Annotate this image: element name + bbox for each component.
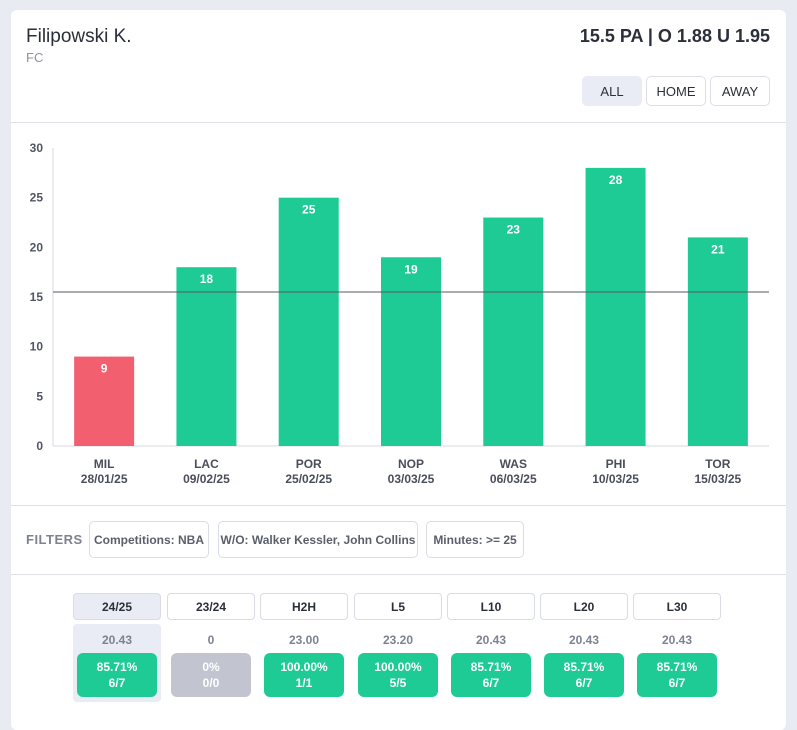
season-avg-l30: 20.43 bbox=[661, 633, 693, 647]
x-tick-date: 03/03/25 bbox=[388, 472, 435, 486]
bar-value-label: 18 bbox=[200, 272, 214, 286]
x-tick-date: 15/03/25 bbox=[694, 472, 741, 486]
venue-away-button[interactable]: AWAY bbox=[710, 76, 770, 106]
venue-all-button[interactable]: ALL bbox=[582, 76, 642, 106]
hitrate-ratio: 6/7 bbox=[668, 676, 686, 690]
bar-value-label: 25 bbox=[302, 203, 316, 217]
filter-chip-competitions[interactable]: Competitions: NBA bbox=[89, 521, 209, 558]
filter-chip-without[interactable]: W/O: Walker Kessler, John Collins bbox=[218, 521, 418, 558]
y-tick-label: 5 bbox=[36, 389, 43, 403]
line-odds: 15.5 PA | O 1.88 U 1.95 bbox=[579, 26, 770, 46]
x-tick-date: 06/03/25 bbox=[490, 472, 537, 486]
hitrate-ratio: 6/7 bbox=[482, 676, 500, 690]
hitrate-pct: 100.00% bbox=[280, 660, 328, 674]
header-divider bbox=[11, 122, 786, 123]
player-position: FC bbox=[26, 50, 44, 65]
x-tick-team: PHI bbox=[606, 457, 626, 471]
bar-value-label: 28 bbox=[609, 173, 623, 187]
x-tick-team: POR bbox=[296, 457, 322, 471]
filter-chip-minutes[interactable]: Minutes: >= 25 bbox=[426, 521, 524, 558]
season-avg-h2h: 23.00 bbox=[288, 633, 320, 647]
player-stats-card: Filipowski K. FC 15.5 PA | O 1.88 U 1.95… bbox=[11, 10, 786, 730]
y-tick-label: 30 bbox=[30, 141, 44, 155]
x-tick-date: 28/01/25 bbox=[81, 472, 128, 486]
bar-value-label: 23 bbox=[507, 223, 521, 237]
x-tick-date: 25/02/25 bbox=[285, 472, 332, 486]
hitrate-pct: 85.71% bbox=[470, 660, 512, 674]
season-hitrate-h2h: 100.00% 1/1 bbox=[264, 653, 344, 697]
season-tab-24-25[interactable]: 24/25 bbox=[73, 593, 161, 620]
y-tick-label: 25 bbox=[30, 191, 44, 205]
season-hitrate-l30: 85.71% 6/7 bbox=[637, 653, 717, 697]
y-tick-label: 15 bbox=[30, 290, 44, 304]
bar-mil bbox=[74, 356, 135, 446]
season-tab-l20[interactable]: L20 bbox=[540, 593, 628, 620]
x-tick-team: WAS bbox=[500, 457, 527, 471]
y-tick-label: 0 bbox=[36, 439, 43, 453]
y-tick-label: 20 bbox=[30, 240, 44, 254]
season-hitrate-l20: 85.71% 6/7 bbox=[544, 653, 624, 697]
season-avg-l20: 20.43 bbox=[568, 633, 600, 647]
hitrate-ratio: 6/7 bbox=[575, 676, 593, 690]
season-avg-24-25: 20.43 bbox=[101, 633, 133, 647]
filters-label: FILTERS bbox=[26, 532, 83, 547]
hitrate-pct: 85.71% bbox=[96, 660, 138, 674]
hitrate-pct: 100.00% bbox=[374, 660, 422, 674]
season-tab-l30[interactable]: L30 bbox=[633, 593, 721, 620]
season-avg-23-24: 0 bbox=[207, 633, 215, 647]
bar-tor bbox=[687, 237, 748, 446]
hitrate-pct: 85.71% bbox=[563, 660, 605, 674]
player-name: Filipowski K. bbox=[26, 26, 132, 47]
hitrate-ratio: 1/1 bbox=[295, 676, 313, 690]
season-avg-l10: 20.43 bbox=[475, 633, 507, 647]
hitrate-pct: 0% bbox=[202, 660, 220, 674]
x-tick-team: MIL bbox=[94, 457, 115, 471]
bar-was bbox=[483, 217, 544, 446]
x-tick-date: 09/02/25 bbox=[183, 472, 230, 486]
season-hitrate-l5: 100.00% 5/5 bbox=[358, 653, 438, 697]
bar-value-label: 21 bbox=[711, 242, 725, 256]
season-tab-l10[interactable]: L10 bbox=[447, 593, 535, 620]
venue-home-button[interactable]: HOME bbox=[646, 76, 706, 106]
chart-divider bbox=[11, 505, 786, 506]
bar-value-label: 19 bbox=[404, 262, 418, 276]
season-hitrate-23-24: 0% 0/0 bbox=[171, 653, 251, 697]
x-tick-date: 10/03/25 bbox=[592, 472, 639, 486]
bar-phi bbox=[585, 167, 646, 446]
season-tab-23-24[interactable]: 23/24 bbox=[167, 593, 255, 620]
season-tab-l5[interactable]: L5 bbox=[354, 593, 442, 620]
season-tab-h2h[interactable]: H2H bbox=[260, 593, 348, 620]
bar-por bbox=[278, 197, 339, 446]
bar-nop bbox=[381, 257, 441, 446]
bar-value-label: 9 bbox=[101, 362, 108, 376]
x-tick-team: TOR bbox=[705, 457, 730, 471]
filters-divider bbox=[11, 574, 786, 575]
bar-lac bbox=[176, 267, 237, 446]
x-tick-team: NOP bbox=[398, 457, 424, 471]
hitrate-ratio: 0/0 bbox=[202, 676, 220, 690]
x-tick-team: LAC bbox=[194, 457, 219, 471]
hitrate-ratio: 5/5 bbox=[389, 676, 407, 690]
hitrate-ratio: 6/7 bbox=[108, 676, 126, 690]
y-tick-label: 10 bbox=[30, 340, 44, 354]
season-hitrate-24-25: 85.71% 6/7 bbox=[77, 653, 157, 697]
hitrate-pct: 85.71% bbox=[656, 660, 698, 674]
season-avg-l5: 23.20 bbox=[382, 633, 414, 647]
season-hitrate-l10: 85.71% 6/7 bbox=[451, 653, 531, 697]
